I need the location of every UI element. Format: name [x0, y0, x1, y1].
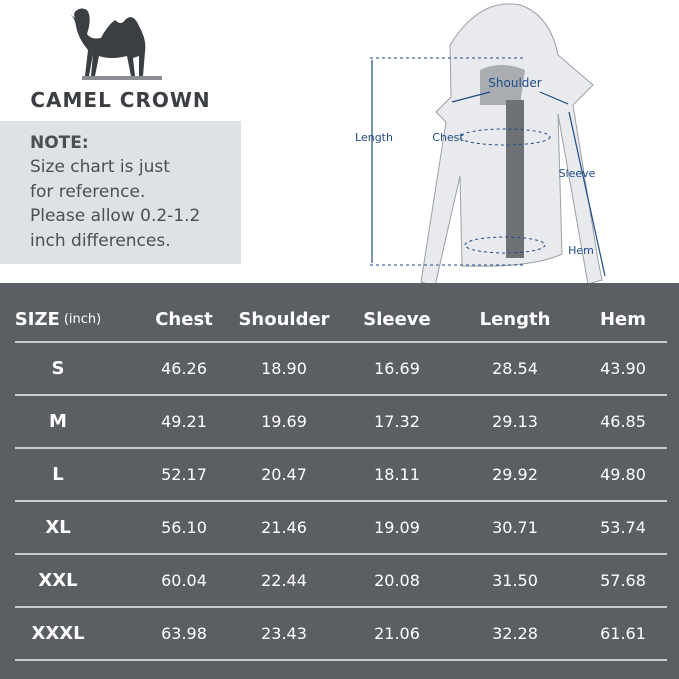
size-cell: XXL [38, 570, 78, 591]
value-cell: 16.69 [374, 359, 420, 378]
table-row: XXL 60.04 22.44 20.08 31.50 57.68 [15, 555, 667, 608]
header-size: SIZE (inch) [3, 298, 113, 341]
size-table: SIZE (inch) Chest Shoulder Sleeve Length … [0, 283, 679, 679]
label-shoulder: Shoulder [488, 76, 542, 90]
header-shoulder: Shoulder [238, 309, 330, 330]
note-title: NOTE: [30, 133, 89, 153]
table-row: M 49.21 19.69 17.32 29.13 46.85 [15, 396, 667, 449]
value-cell: 23.43 [261, 624, 307, 643]
value-cell: 22.44 [261, 571, 307, 590]
value-cell: 43.90 [600, 359, 646, 378]
size-cell: M [49, 411, 67, 432]
header-chest: Chest [155, 309, 213, 330]
size-cell: XXXL [31, 623, 85, 644]
unit-label: (inch) [63, 312, 102, 327]
note-line: inch differences. [30, 230, 171, 251]
value-cell: 18.90 [261, 359, 307, 378]
value-cell: 46.26 [161, 359, 207, 378]
table-row: XXXL 63.98 23.43 21.06 32.28 61.61 [15, 608, 667, 661]
value-cell: 28.54 [492, 359, 538, 378]
value-cell: 19.69 [261, 412, 307, 431]
size-label: SIZE [14, 309, 60, 330]
header-hem: Hem [599, 309, 647, 330]
note-box: NOTE: Size chart is just for reference. … [0, 121, 241, 264]
value-cell: 21.46 [261, 518, 307, 537]
value-cell: 49.80 [600, 465, 646, 484]
value-cell: 20.47 [261, 465, 307, 484]
value-cell: 20.08 [374, 571, 420, 590]
header-sleeve: Sleeve [363, 309, 431, 330]
value-cell: 53.74 [600, 518, 646, 537]
size-cell: S [51, 358, 65, 379]
value-cell: 29.92 [492, 465, 538, 484]
note-line: Size chart is just [30, 157, 170, 177]
value-cell: 57.68 [600, 571, 646, 590]
value-cell: 56.10 [161, 518, 207, 537]
value-cell: 31.50 [492, 571, 538, 590]
label-length: Length [355, 131, 393, 144]
brand-logo: CAMEL CROWN [0, 0, 241, 118]
value-cell: 60.04 [161, 571, 207, 590]
camel-icon [70, 8, 162, 80]
header-length: Length [479, 309, 551, 330]
table-row: L 52.17 20.47 18.11 29.92 49.80 [15, 449, 667, 502]
note-line: for reference. [30, 181, 146, 202]
label-hem: Hem [568, 244, 594, 257]
table-row: S 46.26 18.90 16.69 28.54 43.90 [15, 343, 667, 396]
size-cell: L [52, 464, 64, 485]
value-cell: 52.17 [161, 465, 207, 484]
note-line: Please allow 0.2-1.2 [30, 206, 201, 226]
value-cell: 29.13 [492, 412, 538, 431]
value-cell: 49.21 [161, 412, 207, 431]
value-cell: 32.28 [492, 624, 538, 643]
value-cell: 21.06 [374, 624, 420, 643]
table-row: XL 56.10 21.46 19.09 30.71 53.74 [15, 502, 667, 555]
label-chest: Chest [432, 131, 464, 144]
value-cell: 30.71 [492, 518, 538, 537]
value-cell: 17.32 [374, 412, 420, 431]
size-cell: XL [45, 517, 71, 538]
value-cell: 18.11 [374, 465, 420, 484]
jacket-diagram: Shoulder Length Chest Sleeve Hem [355, 3, 606, 285]
table-header: SIZE (inch) Chest Shoulder Sleeve Length … [15, 298, 667, 343]
brand-name: CAMEL CROWN [30, 88, 211, 112]
label-sleeve: Sleeve [559, 167, 596, 180]
value-cell: 63.98 [161, 624, 207, 643]
value-cell: 61.61 [600, 624, 646, 643]
value-cell: 46.85 [600, 412, 646, 431]
value-cell: 19.09 [374, 518, 420, 537]
